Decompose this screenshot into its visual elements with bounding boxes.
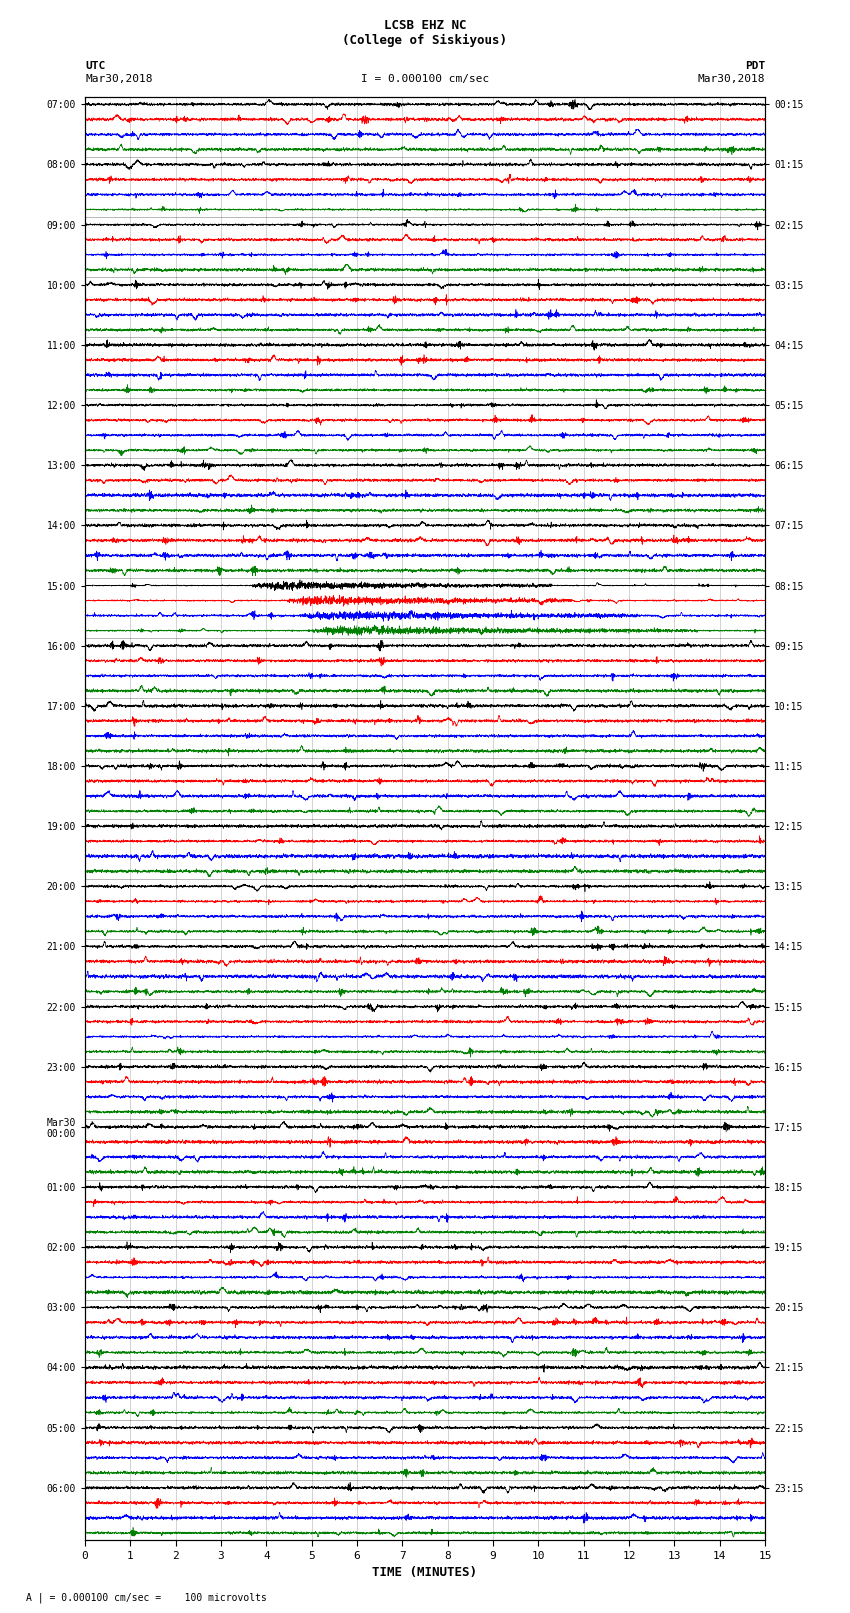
Text: UTC: UTC — [85, 61, 105, 71]
Text: A | = 0.000100 cm/sec =    100 microvolts: A | = 0.000100 cm/sec = 100 microvolts — [26, 1592, 266, 1603]
Text: I = 0.000100 cm/sec: I = 0.000100 cm/sec — [361, 74, 489, 84]
Text: Mar30,2018: Mar30,2018 — [85, 74, 152, 84]
Text: PDT: PDT — [745, 61, 765, 71]
Title: LCSB EHZ NC
(College of Siskiyous): LCSB EHZ NC (College of Siskiyous) — [343, 19, 507, 47]
Text: Mar30,2018: Mar30,2018 — [698, 74, 765, 84]
X-axis label: TIME (MINUTES): TIME (MINUTES) — [372, 1566, 478, 1579]
